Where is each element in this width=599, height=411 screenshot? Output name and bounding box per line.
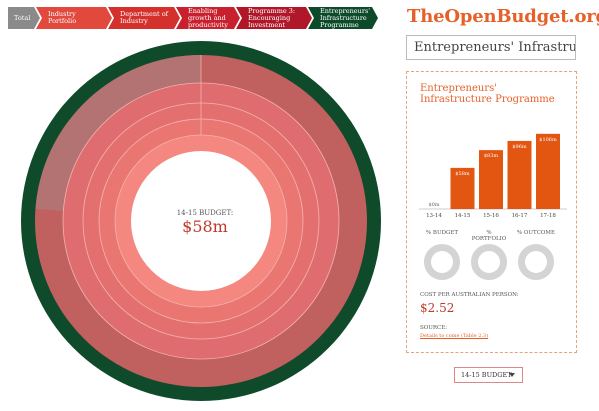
bar-value-label: $58m xyxy=(455,171,470,177)
breadcrumb-label: Entrepreneurs' Infrastructure Programme xyxy=(320,6,371,29)
x-tick-label: 17-18 xyxy=(540,213,556,219)
x-tick-label: 16-17 xyxy=(512,213,528,219)
site-logo[interactable]: TheOpenBudget.org xyxy=(407,6,599,27)
breadcrumb: Total Industry Portfolio Department of Ind… xyxy=(8,7,374,29)
source-label: SOURCE: xyxy=(420,325,448,331)
budget-year-select[interactable]: 14-15 BUDGET xyxy=(454,367,523,383)
search-input[interactable]: Entrepreneurs' Infrastruct xyxy=(406,35,576,60)
pct-outcome-value: 0% xyxy=(531,258,541,266)
x-tick-label: 13-14 xyxy=(426,213,442,219)
pct-portfolio-donut: 0% xyxy=(471,244,507,280)
bar-value-label: $96m xyxy=(512,144,527,150)
breadcrumb-item[interactable]: Outcome 1: Enabling growth and productiv… xyxy=(176,7,240,29)
panel-title: Entrepreneurs' Infrastructure Programme xyxy=(420,83,555,105)
x-tick-label: 14-15 xyxy=(455,213,471,219)
x-tick-label: 15-16 xyxy=(483,213,499,219)
cost-per-person-value: $2.52 xyxy=(420,301,455,315)
center-budget-label: 14-15 BUDGET: xyxy=(176,209,234,217)
breadcrumb-label: Outcome 1: Enabling growth and productiv… xyxy=(188,0,228,36)
budget-year-label: 14-15 BUDGET xyxy=(461,371,512,379)
pct-budget-value: 0% xyxy=(437,258,447,266)
breadcrumb-item[interactable]: Programme 3: Encouraging Investment xyxy=(236,7,312,29)
source-link[interactable]: Details to come (Table 2.3) xyxy=(420,333,489,339)
breadcrumb-label: Programme 3: Encouraging Investment xyxy=(248,6,296,29)
chevron-down-icon xyxy=(509,373,515,377)
budget-donut-chart xyxy=(21,41,381,401)
budget-bar-chart: $0m 13-14 $58m 14-15 $83m 15-16 $96m 16-17 $106m… xyxy=(419,133,567,219)
bar-17-18[interactable] xyxy=(536,133,560,209)
pct-portfolio-value: 0% xyxy=(484,258,494,266)
breadcrumb-item[interactable]: Industry Portfolio xyxy=(36,7,112,29)
breadcrumb-item[interactable]: Department of Industry xyxy=(108,7,180,29)
breadcrumb-item[interactable]: Total xyxy=(8,7,40,29)
bar-15-16[interactable] xyxy=(479,150,503,209)
cost-per-person-label: COST PER AUSTRALIAN PERSON: xyxy=(420,292,519,298)
donut-hole xyxy=(131,151,271,291)
center-budget-value: $58m xyxy=(182,217,228,236)
bar-16-17[interactable] xyxy=(507,140,532,209)
pct-outcome-label: % OUTCOME xyxy=(516,230,556,236)
bar-value-label: $0m xyxy=(428,202,439,208)
pct-outcome-donut: 0% xyxy=(518,244,554,280)
pct-budget-label: % BUDGET xyxy=(425,230,459,236)
bar-value-label: $83m xyxy=(484,153,499,159)
breadcrumb-label: Industry Portfolio xyxy=(48,10,77,25)
breadcrumb-item[interactable]: Entrepreneurs' Infrastructure Programme xyxy=(308,7,378,29)
pct-budget-donut: 0% xyxy=(424,244,460,280)
info-panel: Entrepreneurs' Infrastructure Programme … xyxy=(406,71,577,353)
breadcrumb-label: Department of Industry xyxy=(120,10,169,25)
bar-14-15[interactable] xyxy=(450,167,475,209)
breadcrumb-label: Total xyxy=(14,13,31,22)
pct-portfolio-label: % PORTFOLIO xyxy=(471,230,507,242)
bar-value-label: $106m xyxy=(539,137,557,143)
